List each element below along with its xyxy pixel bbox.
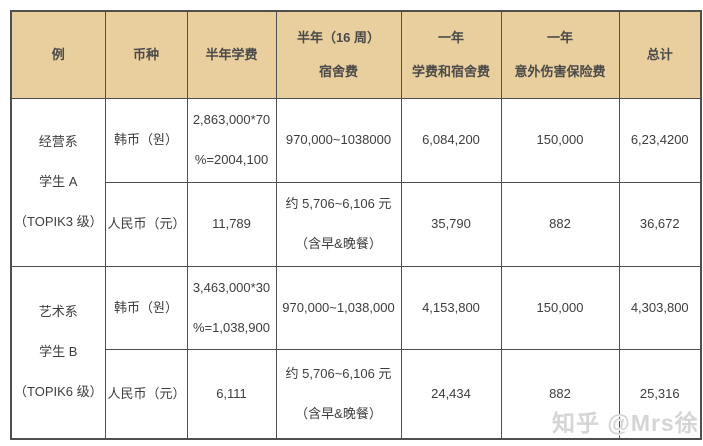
cell-b-rmb-dorm: 约 5,706~6,106 元 （含早&晚餐） xyxy=(275,348,402,440)
cell-a-krw-tuition: 2,863,000*70 %=2004,100 xyxy=(186,97,277,183)
cell-b-krw-year-total: 4,153,800 xyxy=(400,265,502,350)
header-half-year-dorm: 半年（16 周） 宿舍费 xyxy=(275,10,402,99)
table-row: 经营系 学生 A （TOPIK3 级） 韩币（원） 2,863,000*70 %… xyxy=(10,97,702,267)
cell-b-rmb-year-total: 24,434 xyxy=(400,348,502,440)
cell-a-rmb-currency: 人民币（元） xyxy=(104,181,188,267)
header-total: 总计 xyxy=(618,10,702,99)
table-row: 人民币（元） 11,789 约 5,706~6,106 元 （含早&晚餐） 35… xyxy=(11,181,702,267)
cell-b-krw-tuition: 3,463,000*30 %=1,038,900 xyxy=(186,265,277,350)
cell-a-rmb-total: 36,672 xyxy=(618,181,702,267)
cell-a-rmb-insurance: 882 xyxy=(500,181,620,267)
header-one-year-tuition-dorm: 一年 学费和宿舍费 xyxy=(400,10,502,99)
cell-student-b: 艺术系 学生 B （TOPIK6 级） xyxy=(10,265,106,440)
cell-a-rmb-year-total: 35,790 xyxy=(400,181,502,267)
cell-a-krw-insurance: 150,000 xyxy=(500,97,620,183)
header-half-year-tuition: 半年学费 xyxy=(186,10,277,99)
header-row: 例 币种 半年学费 半年（16 周） 宿舍费 一年 学费和宿舍费 一年 意外伤害… xyxy=(10,10,702,99)
cell-a-krw-total: 6,23,4200 xyxy=(618,97,702,183)
header-example: 例 xyxy=(10,10,106,99)
cell-a-krw-year-total: 6,084,200 xyxy=(400,97,502,183)
cell-a-rmb-tuition: 11,789 xyxy=(186,181,277,267)
cell-b-rmb-currency: 人民币（元） xyxy=(104,348,188,440)
cell-a-krw-dorm: 970,000~1038000 xyxy=(275,97,402,183)
cell-b-krw-total: 4,303,800 xyxy=(618,265,702,350)
table-row: 艺术系 学生 B （TOPIK6 级） 韩币（원） 3,463,000*30 %… xyxy=(10,265,702,440)
cell-a-rmb-dorm: 约 5,706~6,106 元 （含早&晚餐） xyxy=(275,181,402,267)
zhihu-watermark: 知乎 @Mrs徐 xyxy=(552,410,699,436)
cell-b-rmb-total: 25,316 xyxy=(618,348,702,440)
header-one-year-insurance: 一年 意外伤害保险费 xyxy=(500,10,620,99)
cell-b-rmb-tuition: 6,111 xyxy=(186,348,277,440)
cell-student-a: 经营系 学生 A （TOPIK3 级） xyxy=(10,97,106,267)
cell-b-krw-insurance: 150,000 xyxy=(500,265,620,350)
cell-b-rmb-insurance: 882 xyxy=(500,348,620,440)
cell-b-krw-currency: 韩币（원） xyxy=(104,265,188,350)
tuition-fee-table: 例 币种 半年学费 半年（16 周） 宿舍费 一年 学费和宿舍费 一年 意外伤害… xyxy=(10,10,702,440)
cell-a-krw-currency: 韩币（원） xyxy=(104,97,188,183)
header-currency: 币种 xyxy=(104,10,188,99)
cell-b-krw-dorm: 970,000~1,038,000 xyxy=(275,265,402,350)
table-row: 人民币（元） 6,111 约 5,706~6,106 元 （含早&晚餐） 24,… xyxy=(11,348,702,440)
